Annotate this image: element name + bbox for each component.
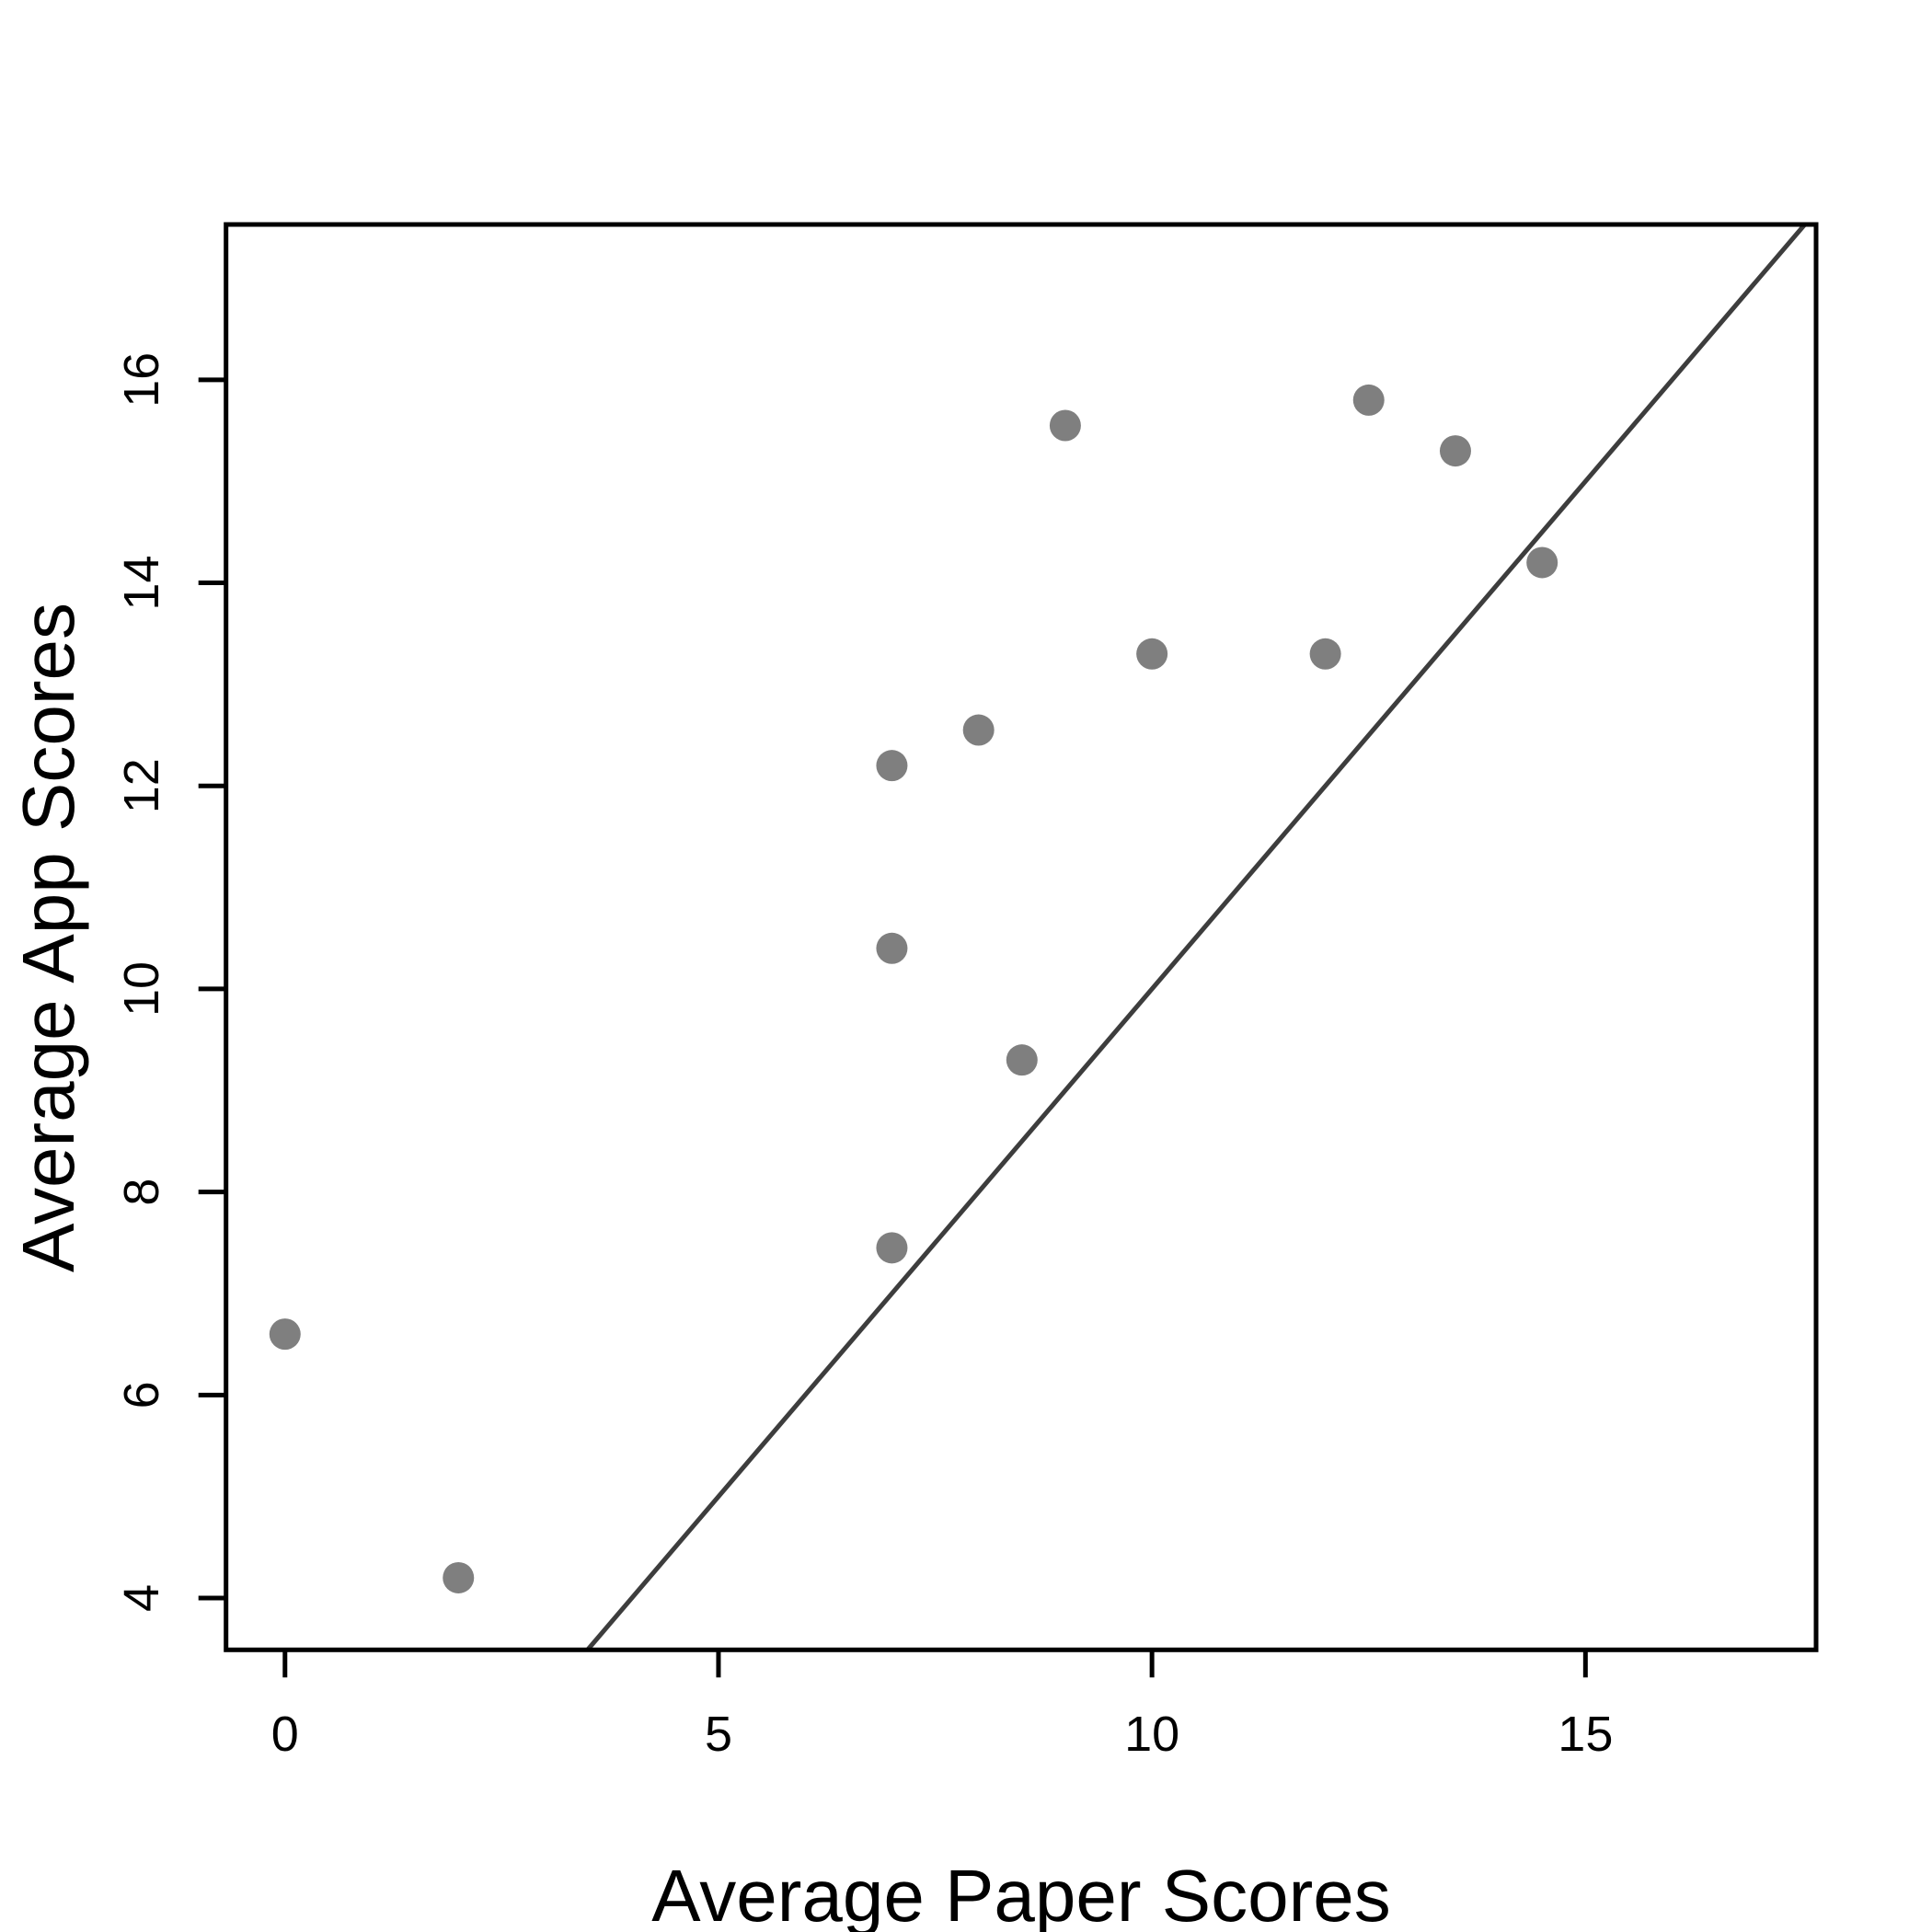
data-point bbox=[876, 1232, 908, 1264]
data-point bbox=[1006, 1044, 1038, 1076]
data-point bbox=[1309, 638, 1341, 670]
y-axis-label: Average App Scores bbox=[7, 603, 89, 1272]
data-point bbox=[1136, 638, 1168, 670]
data-point bbox=[876, 932, 908, 964]
data-point bbox=[443, 1561, 475, 1593]
x-tick-label: 5 bbox=[705, 1707, 732, 1762]
y-tick-label: 10 bbox=[114, 961, 169, 1017]
y-tick-label: 12 bbox=[114, 758, 169, 813]
x-tick-label: 10 bbox=[1124, 1707, 1179, 1762]
plot-layer: 0 5 10 15 4 6 8 10 12 14 16 bbox=[114, 222, 1819, 1762]
data-point bbox=[876, 750, 908, 782]
data-point bbox=[962, 714, 995, 746]
data-point bbox=[1352, 384, 1385, 416]
x-axis-label: Average Paper Scores bbox=[651, 1855, 1390, 1932]
data-point bbox=[1439, 435, 1471, 467]
x-tick-label: 15 bbox=[1558, 1707, 1613, 1762]
data-point bbox=[1526, 546, 1558, 579]
data-point bbox=[269, 1318, 301, 1351]
y-tick-label: 8 bbox=[114, 1179, 169, 1206]
y-tick-label: 14 bbox=[114, 555, 169, 610]
y-tick-label: 4 bbox=[114, 1584, 169, 1612]
identity-line bbox=[585, 223, 1807, 1651]
data-point bbox=[1049, 409, 1081, 442]
x-tick-label: 0 bbox=[271, 1707, 299, 1762]
plot-border bbox=[224, 222, 1819, 1652]
y-tick-label: 16 bbox=[114, 352, 169, 408]
y-tick-label: 6 bbox=[114, 1381, 169, 1409]
